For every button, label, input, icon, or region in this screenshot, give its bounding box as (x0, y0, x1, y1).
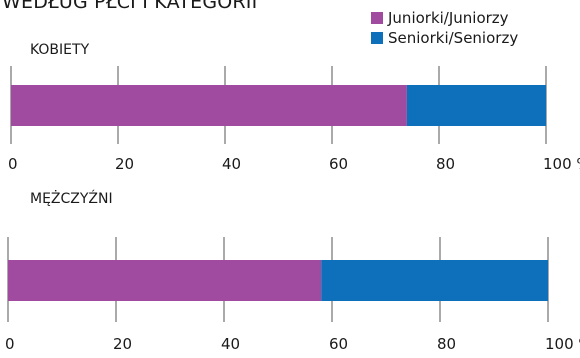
tick-label-men: 0 (5, 335, 15, 353)
tick-label-women: 40 (222, 155, 241, 173)
panel-title-men: MĘŻCZYŹNI (30, 189, 113, 207)
tick-label-women: 100 % (543, 155, 580, 173)
tick-label-women: 0 (8, 155, 18, 173)
tick-label-men: 40 (221, 335, 240, 353)
legend: Juniorki/Juniorzy Seniorki/Seniorzy (371, 8, 518, 48)
chart-title: WEDŁUG PŁCI I KATEGORII (2, 0, 258, 13)
tick-label-women: 80 (436, 155, 455, 173)
legend-swatch-seniors (371, 32, 383, 44)
tick-label-men: 80 (437, 335, 456, 353)
legend-item-juniors: Juniorki/Juniorzy (371, 8, 518, 28)
bar-segment-men-seniors (321, 260, 548, 301)
legend-label-juniors: Juniorki/Juniorzy (388, 9, 509, 27)
bar-segment-men-juniors (8, 260, 322, 301)
bar-segment-women-juniors (11, 85, 407, 126)
bar-segment-women-seniors (406, 85, 546, 126)
tick-label-men: 100 % (545, 335, 580, 353)
legend-item-seniors: Seniorki/Seniorzy (371, 28, 518, 48)
tick-label-women: 60 (329, 155, 348, 173)
panel-title-women: KOBIETY (30, 42, 90, 58)
tick-label-men: 60 (329, 335, 348, 353)
tick-label-women: 20 (115, 155, 134, 173)
tick-label-men: 20 (113, 335, 132, 353)
legend-label-seniors: Seniorki/Seniorzy (388, 29, 519, 47)
legend-swatch-juniors (371, 12, 383, 24)
